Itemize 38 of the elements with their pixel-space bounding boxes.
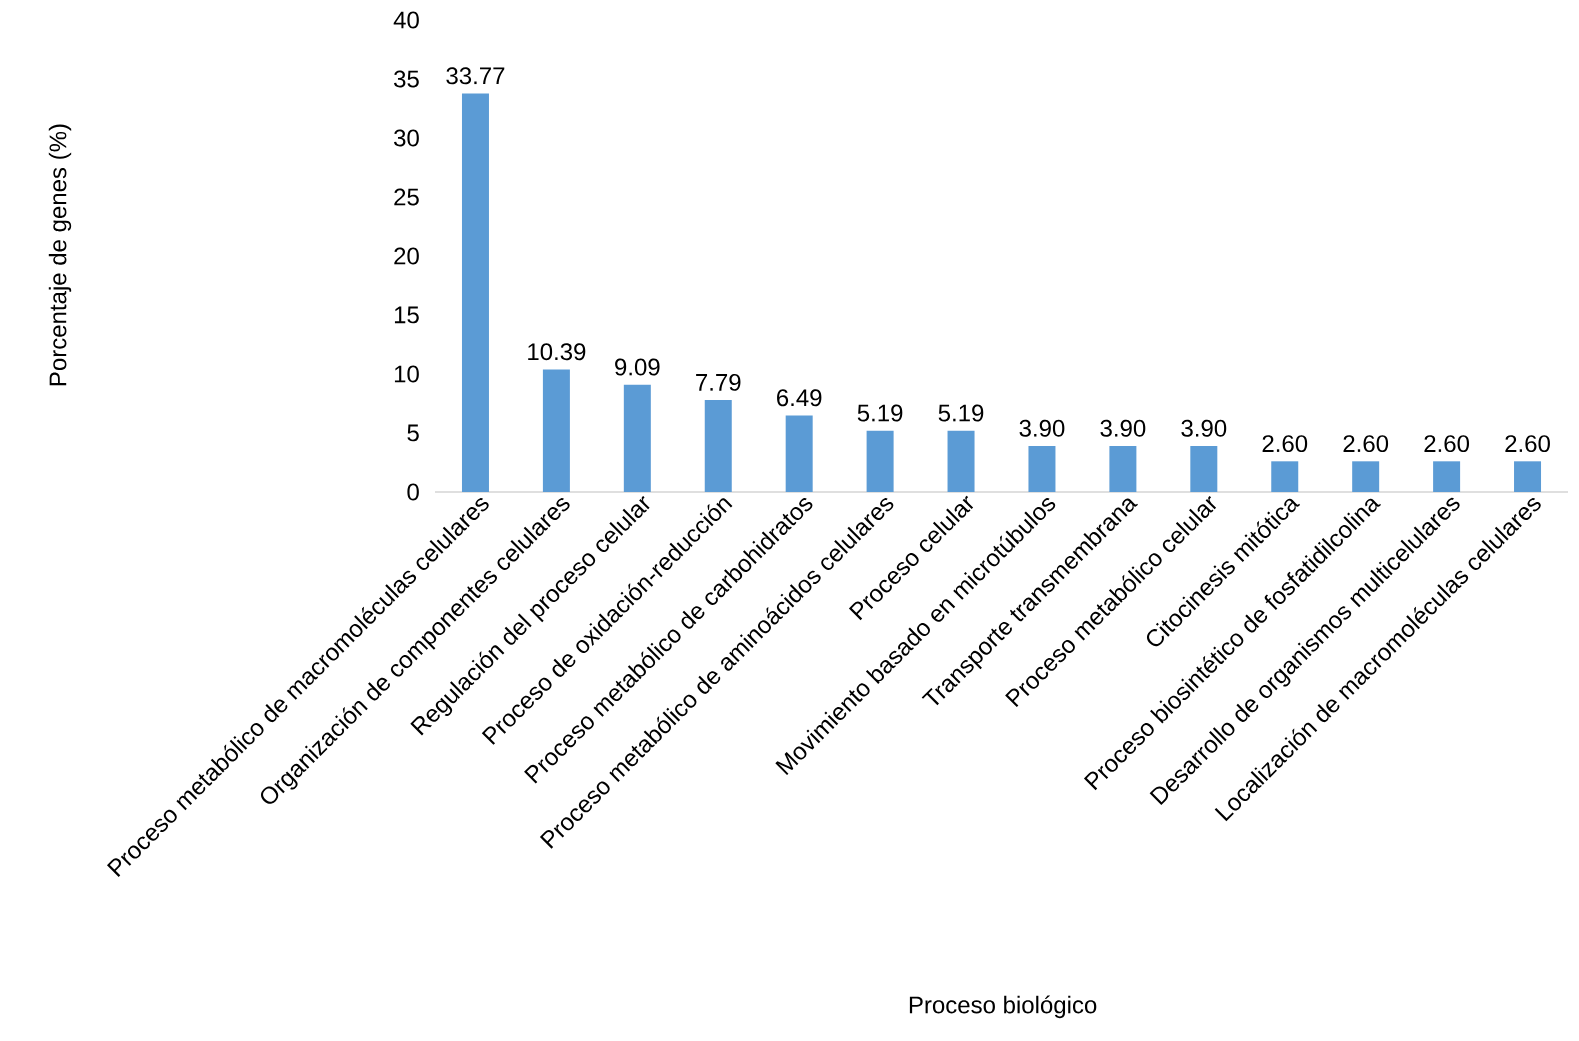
bar [1109, 445, 1137, 492]
data-label: 2.60 [1505, 435, 1550, 453]
bar [947, 430, 975, 492]
data-label: 3.90 [1100, 419, 1146, 437]
y-tick-label: 40 [393, 11, 419, 29]
bar [461, 93, 489, 492]
data-label: 2.60 [1262, 435, 1308, 453]
data-label: 9.09 [615, 358, 660, 376]
data-label: 33.77 [446, 67, 505, 85]
bar [542, 369, 570, 492]
data-label: 5.19 [857, 404, 903, 422]
bar [1514, 461, 1542, 492]
bar [704, 400, 732, 492]
y-tick-label: 35 [394, 70, 419, 88]
y-tick-label: 20 [394, 247, 419, 265]
data-label: 3.90 [1019, 419, 1065, 437]
y-tick-label: 25 [394, 188, 419, 206]
bar [1190, 445, 1218, 492]
bar [785, 415, 813, 492]
data-label: 10.39 [528, 343, 586, 361]
y-tick-label: 5 [407, 424, 419, 442]
data-label: 5.19 [938, 404, 984, 422]
bar [1271, 461, 1299, 492]
data-label: 2.60 [1343, 435, 1389, 453]
bar [1433, 461, 1461, 492]
data-label: 6.49 [777, 389, 822, 407]
x-axis-title: Proceso biológico [909, 995, 1097, 1019]
data-label: 3.90 [1181, 419, 1227, 437]
data-label: 2.60 [1424, 435, 1470, 453]
y-tick-label: 30 [394, 129, 419, 147]
bar [623, 384, 651, 492]
y-tick-label: 10 [394, 365, 419, 383]
data-label: 7.79 [696, 373, 741, 391]
bar [1028, 445, 1056, 492]
y-axis-title: Porcentaje de genes (%) [48, 124, 72, 386]
y-tick-label: 15 [394, 306, 419, 324]
bar [1352, 461, 1380, 492]
bar [866, 430, 894, 492]
